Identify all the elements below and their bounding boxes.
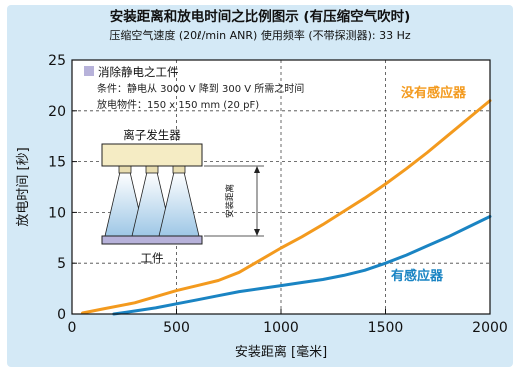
- distance-arrowhead-down: [254, 229, 260, 236]
- series-line-without-sensor: [81, 99, 492, 315]
- x-tick-label: 1000: [263, 320, 299, 336]
- x-tick-label: 2000: [472, 320, 508, 336]
- x-tick-label: 1500: [368, 320, 404, 336]
- series-line-with-sensor: [112, 215, 492, 316]
- axes: [71, 59, 491, 315]
- x-axis-title: 安装距离 [毫米]: [235, 344, 327, 360]
- ionizer-diagram: 离子发生器 工件 安装距离: [101, 128, 264, 265]
- series-group: [81, 99, 492, 316]
- y-tick-label: 15: [48, 155, 66, 171]
- legend-condition: 条件：静电从 3000 V 降到 300 V 所需之时间: [97, 82, 304, 95]
- y-axis-title: 放电时间 [秒]: [16, 147, 31, 226]
- ionizer-body: [101, 143, 203, 167]
- distance-arrowhead-up: [254, 166, 260, 173]
- workpiece-label: 工件: [141, 251, 164, 265]
- y-tick-label: 20: [48, 104, 66, 120]
- series-label-with-sensor: 有感应器: [391, 268, 444, 284]
- tick-labels: 0 500 1000 1500 2000 0 5 10 15 20 25: [48, 53, 508, 336]
- legend-box: 消除静电之工件 条件：静电从 3000 V 降到 300 V 所需之时间 放电物…: [84, 65, 304, 111]
- y-tick-label: 25: [48, 53, 66, 69]
- y-tick-label: 10: [48, 205, 66, 221]
- y-tick-label: 0: [57, 307, 66, 323]
- legend-square: [84, 66, 94, 76]
- legend-heading: 消除静电之工件: [98, 65, 179, 79]
- workpiece: [101, 235, 203, 245]
- legend-object: 放电物件：150 x 150 mm (20 pF): [97, 98, 259, 111]
- chart-title: 安装距离和放电时间之比例图示 (有压缩空气吹时): [110, 8, 411, 25]
- ionizer-label: 离子发生器: [123, 128, 181, 142]
- x-tick-label: 0: [68, 320, 77, 336]
- y-tick-label: 5: [57, 256, 66, 272]
- x-tick-label: 500: [163, 320, 190, 336]
- series-label-without-sensor: 没有感应器: [401, 85, 467, 101]
- chart-subtitle: 压缩空气速度 (20ℓ/min ANR) 使用频率 (不带探测器): 33 Hz: [109, 28, 411, 42]
- distance-label: 安装距离: [225, 184, 236, 218]
